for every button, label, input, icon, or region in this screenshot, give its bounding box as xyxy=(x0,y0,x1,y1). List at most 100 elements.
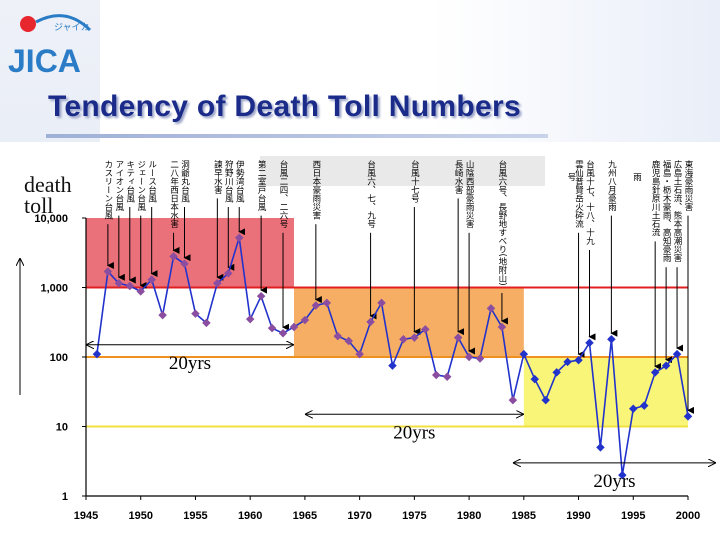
data-point xyxy=(234,233,244,242)
x-tick-label-8: 1985 xyxy=(512,510,536,522)
data-point xyxy=(475,354,485,363)
header-fragment-1: 雨 xyxy=(633,173,642,183)
event-annotation-20: 九州八月豪雨 xyxy=(606,160,616,212)
data-point xyxy=(650,368,660,377)
data-point xyxy=(267,323,277,333)
event-annotation-13: 台風六、七、九号 xyxy=(366,159,376,229)
x-tick-label-3: 1960 xyxy=(238,510,262,522)
span-label-1: 20yrs xyxy=(393,422,435,443)
x-tick-label-11: 2000 xyxy=(676,510,700,522)
x-tick-label-5: 1970 xyxy=(347,510,371,522)
data-point xyxy=(202,318,211,328)
event-annotation-4: ルース台風 xyxy=(147,160,157,203)
data-point xyxy=(158,310,167,320)
logo-katakana: ジャイカ xyxy=(54,22,90,33)
event-annotation-21: 鹿児島針原川土石流 xyxy=(650,159,660,237)
y-tick-label-3: 10 xyxy=(56,422,68,434)
event-annotation-9: 伊勢湾台風 xyxy=(234,159,244,203)
x-tick-label-1: 1950 xyxy=(128,510,152,522)
data-point xyxy=(278,328,288,338)
data-point xyxy=(125,281,135,291)
data-point xyxy=(552,368,561,377)
data-point xyxy=(136,287,145,296)
data-point xyxy=(344,336,353,346)
data-point xyxy=(410,333,419,342)
data-point xyxy=(661,361,671,370)
data-point xyxy=(399,335,408,344)
event-annotation-24: 東海豪雨災害 xyxy=(683,159,693,212)
data-point xyxy=(464,352,474,362)
data-point xyxy=(508,395,518,405)
data-point xyxy=(333,331,342,341)
event-annotation-6: 洞爺丸台風 xyxy=(180,159,190,203)
data-point xyxy=(245,314,255,324)
data-point xyxy=(519,349,529,359)
event-annotation-14: 台風十七号 xyxy=(409,159,419,203)
event-annotation-5: 二八年西日本水害 xyxy=(169,160,179,229)
data-point xyxy=(213,279,222,288)
data-point xyxy=(541,395,550,405)
data-point xyxy=(300,315,310,325)
event-annotation-18: 雲仙普賢岳火砕流 xyxy=(574,160,584,229)
ylabel-line-2: toll xyxy=(24,193,53,218)
event-annotation-1: アイオン台風 xyxy=(114,160,124,212)
data-point xyxy=(563,357,572,367)
header-fragment-0: 号 xyxy=(568,173,577,183)
event-annotation-16: 山陰西部豪雨災害 xyxy=(464,159,474,229)
data-point xyxy=(453,333,463,342)
data-point xyxy=(530,374,540,384)
title-underline xyxy=(46,134,548,138)
data-point xyxy=(497,322,507,332)
event-annotation-3: ジェーン台風 xyxy=(136,160,146,212)
logo-text: JICA xyxy=(8,43,81,78)
x-tick-label-2: 1955 xyxy=(183,510,207,522)
data-point xyxy=(618,470,627,480)
event-annotation-17: 台風六号、長野地すべり(地附山) xyxy=(497,159,507,285)
x-tick-label-9: 1990 xyxy=(566,510,590,522)
chart-header-band xyxy=(260,156,545,186)
event-annotation-8: 狩野川台風 xyxy=(223,159,233,203)
span-label-2: 20yrs xyxy=(593,471,635,492)
data-point xyxy=(355,349,364,359)
data-point xyxy=(147,275,156,284)
data-point xyxy=(607,335,616,344)
data-point xyxy=(683,412,693,421)
y-tick-label-2: 100 xyxy=(50,352,68,364)
data-point xyxy=(180,259,189,268)
data-point xyxy=(366,317,375,327)
data-point xyxy=(103,267,113,276)
data-point xyxy=(639,401,649,410)
logo-red-dot xyxy=(20,16,36,32)
data-point xyxy=(585,338,594,348)
data-point xyxy=(169,252,178,261)
data-point xyxy=(322,298,332,308)
event-annotation-10: 第二室戸台風 xyxy=(256,159,266,212)
y-tick-label-0: 10,000 xyxy=(34,213,68,225)
data-point xyxy=(289,322,299,332)
x-tick-label-10: 1995 xyxy=(621,510,645,522)
zone-band-1 xyxy=(293,287,524,357)
event-annotation-15: 長崎水害 xyxy=(453,160,463,195)
x-tick-label-4: 1965 xyxy=(293,510,317,522)
data-point xyxy=(596,443,605,452)
data-point xyxy=(388,361,397,370)
event-annotation-2: キティ台風 xyxy=(125,160,135,203)
data-point xyxy=(224,269,233,278)
event-annotation-22: 福島・栃木豪雨、高知豪雨 xyxy=(661,159,671,262)
data-point xyxy=(486,304,496,313)
span-label-0: 20yrs xyxy=(169,353,211,374)
page-title: Tendency of Death Toll Numbers xyxy=(48,90,521,123)
x-tick-label-7: 1980 xyxy=(457,510,481,522)
logo-arc xyxy=(35,14,92,32)
data-point xyxy=(311,301,321,310)
jica-logo: ジャイカ JICA xyxy=(8,14,92,78)
data-point xyxy=(574,355,583,365)
data-point xyxy=(256,291,266,301)
event-annotation-12: 西日本豪雨災害 xyxy=(311,160,321,220)
data-point xyxy=(672,349,682,359)
event-annotation-7: 諫早水害 xyxy=(212,159,222,195)
x-tick-label-0: 1945 xyxy=(74,510,98,522)
data-point xyxy=(92,349,102,359)
ylabel-line-1: death xyxy=(24,172,72,197)
data-point xyxy=(442,372,452,381)
